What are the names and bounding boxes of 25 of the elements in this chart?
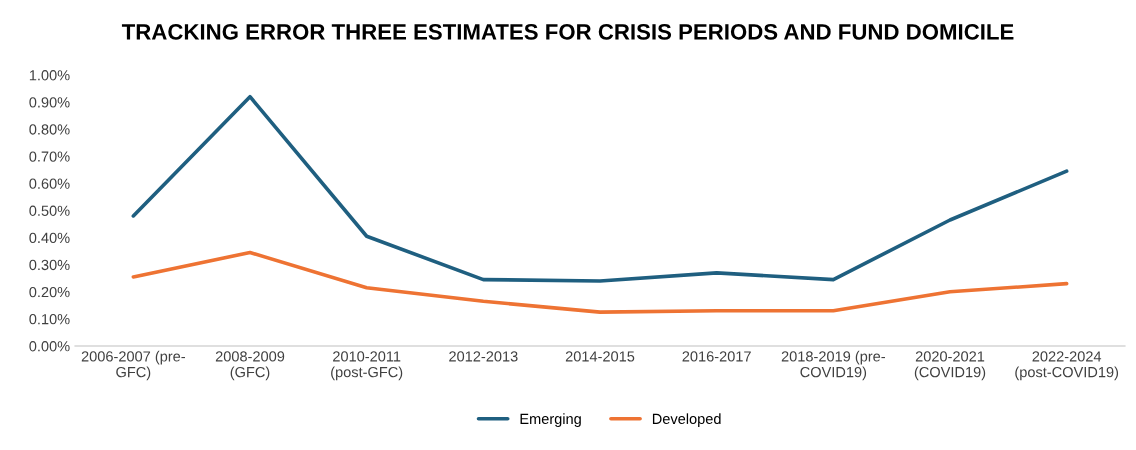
x-tick-label: 2014-2015 [565, 351, 635, 362]
y-tick-label: 0.30% [29, 259, 70, 271]
line-series [131, 250, 1069, 314]
y-tick-label: 0.80% [29, 124, 70, 135]
x-tick-label: 2006-2007 (pre- GFC) [81, 350, 185, 381]
x-tick-label: 2022-2024 (post-COVID19) [1015, 351, 1119, 381]
x-tick-label: 2018-2019 (pre- COVID19) [781, 350, 885, 381]
y-tick-label: 0.50% [29, 205, 70, 216]
y-tick-label: 0.60% [29, 178, 70, 189]
legend-label: Developed [652, 413, 721, 427]
x-tick-label: 2012-2013 [449, 351, 518, 362]
legend-label: Emerging [520, 413, 581, 427]
x-tick-label: 2010-2011 (post-GFC) [331, 351, 403, 381]
x-tick-label: 2008-2009 (GFC) [215, 351, 285, 381]
chart-title: TRACKING ERROR THREE ESTIMATES FOR CRISIS PERIODS AND FUND DOMICILE [121, 23, 1014, 40]
x-tick-label: 2020-2021 (COVID19) [914, 351, 986, 381]
y-tick-label: 0.70% [29, 151, 70, 162]
y-tick-label: 1.00% [29, 70, 70, 81]
y-tick-label: 0.20% [29, 286, 70, 298]
y-tick-label: 0.40% [29, 232, 70, 244]
y-tick-label: 0.00% [29, 341, 70, 352]
y-tick-label: 0.10% [29, 314, 70, 325]
x-tick-label: 2016-2017 [682, 351, 751, 362]
y-tick-label: 0.90% [29, 97, 70, 108]
line-series [131, 94, 1069, 283]
